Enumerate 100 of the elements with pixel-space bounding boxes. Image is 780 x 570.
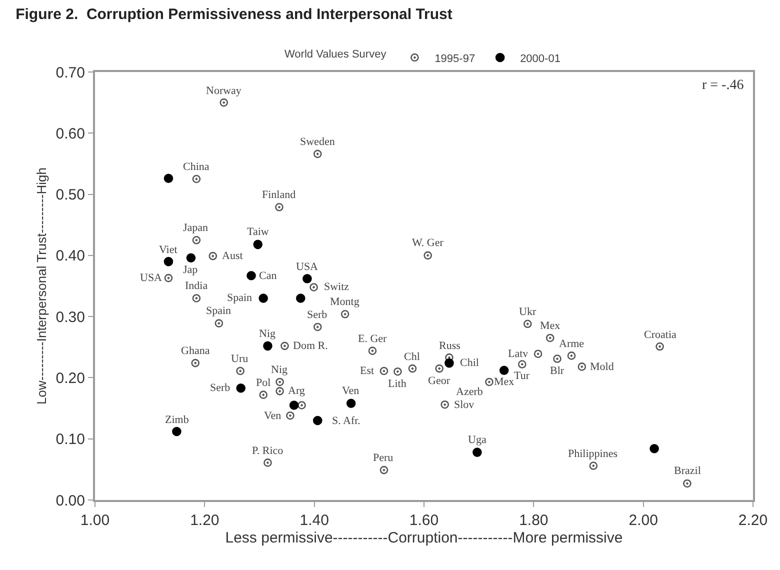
x-tick-label: 1.20 [190, 512, 220, 529]
point [220, 98, 228, 107]
annotation: USA [296, 261, 318, 273]
annotation: Mex [540, 320, 561, 332]
y-tick-label: 0.00 [56, 492, 85, 510]
annotation: Sweden [300, 136, 336, 148]
annotation: Chil [460, 357, 479, 369]
point [553, 354, 562, 363]
point [499, 366, 509, 376]
point [394, 367, 402, 376]
y-tick-label: 0.20 [56, 370, 85, 387]
legend-title: World Values Survey [284, 48, 387, 60]
annotation: Dom R. [293, 340, 328, 352]
x-tick-label: 1.80 [519, 512, 548, 529]
annotation: Switz [324, 281, 350, 293]
point [298, 401, 306, 410]
point [208, 252, 218, 260]
annotation: Mold [590, 361, 614, 373]
annotation: Ven [342, 385, 360, 397]
annotation: Arg [288, 385, 306, 397]
x-tick-label: 2.00 [628, 512, 658, 529]
point [192, 174, 201, 184]
y-tick-label: 0.40 [56, 248, 85, 265]
annotation: E. Ger [358, 333, 388, 345]
legend-label: 2000-01 [520, 52, 560, 65]
point [164, 174, 174, 184]
point [313, 322, 322, 332]
annotation: Can [259, 270, 278, 282]
point [264, 458, 272, 467]
point [485, 378, 494, 386]
point [408, 364, 417, 373]
point [191, 358, 200, 368]
point [589, 462, 598, 470]
point [192, 236, 201, 244]
point [368, 346, 377, 355]
point [346, 398, 356, 408]
annotation: Uga [468, 434, 486, 446]
x-tick-label: 1.60 [409, 512, 439, 529]
annotation: Latv [508, 348, 529, 360]
point [312, 416, 322, 426]
annotation: W. Ger [412, 237, 444, 249]
y-tick-label: 0.50 [56, 186, 85, 204]
point [286, 411, 294, 420]
point [276, 378, 284, 386]
point [289, 400, 299, 410]
point [263, 341, 272, 351]
point [192, 294, 201, 302]
annotation: Japan [183, 222, 209, 234]
annotation: Finland [262, 189, 296, 201]
annotation: Aust [222, 250, 243, 262]
x-axis-title: Less permissive-----------Corruption-----------More permissive [225, 530, 623, 546]
point [518, 360, 526, 368]
annotation: S. Afr. [332, 415, 361, 427]
point [164, 256, 174, 266]
point [258, 294, 268, 303]
annotation: Arme [559, 338, 584, 350]
point [435, 364, 444, 373]
annotation: Serb [307, 309, 328, 321]
point [236, 383, 246, 393]
annotation: Brazil [674, 465, 701, 477]
point [534, 350, 542, 358]
point [275, 202, 284, 212]
annotation: Slov [454, 399, 475, 411]
annotation: Ukr [519, 306, 536, 318]
legend-label: 1995-97 [434, 52, 476, 65]
annotation: Blr [550, 365, 564, 377]
annotation: P. Rico [252, 445, 284, 457]
annotation: Spain [206, 305, 232, 317]
annotation: India [185, 280, 208, 292]
point [296, 294, 306, 303]
point [164, 274, 173, 282]
point [236, 366, 244, 376]
annotation: Norway [206, 85, 242, 97]
y-tick-label: 0.70 [56, 64, 85, 82]
annotation: Russ [439, 340, 460, 352]
point [253, 240, 262, 250]
x-tick-label: 2.20 [738, 512, 768, 529]
annotation: Mex [494, 376, 515, 388]
point [259, 390, 268, 399]
y-tick-label: 0.10 [56, 431, 85, 448]
annotation: r = -.46 [702, 78, 744, 93]
point [214, 319, 224, 328]
annotation: Pol [256, 377, 271, 389]
point [310, 283, 318, 292]
annotation: Spain [227, 292, 253, 304]
annotation: Ven [264, 410, 282, 422]
chart-title: Figure 2. Corruption Permissiveness and Interpersonal Trust [16, 6, 452, 24]
annotation: Croatia [644, 329, 676, 341]
annotation: Geor [428, 375, 450, 387]
point [186, 253, 196, 263]
annotation: Nig [271, 364, 288, 376]
annotation: Viet [159, 244, 178, 256]
point [472, 448, 482, 457]
point [380, 366, 388, 376]
point [246, 270, 256, 280]
annotation: Peru [373, 452, 394, 464]
annotation: Uru [231, 353, 249, 365]
annotation: Nig [259, 328, 276, 340]
annotation: China [183, 161, 210, 173]
point [313, 150, 322, 158]
